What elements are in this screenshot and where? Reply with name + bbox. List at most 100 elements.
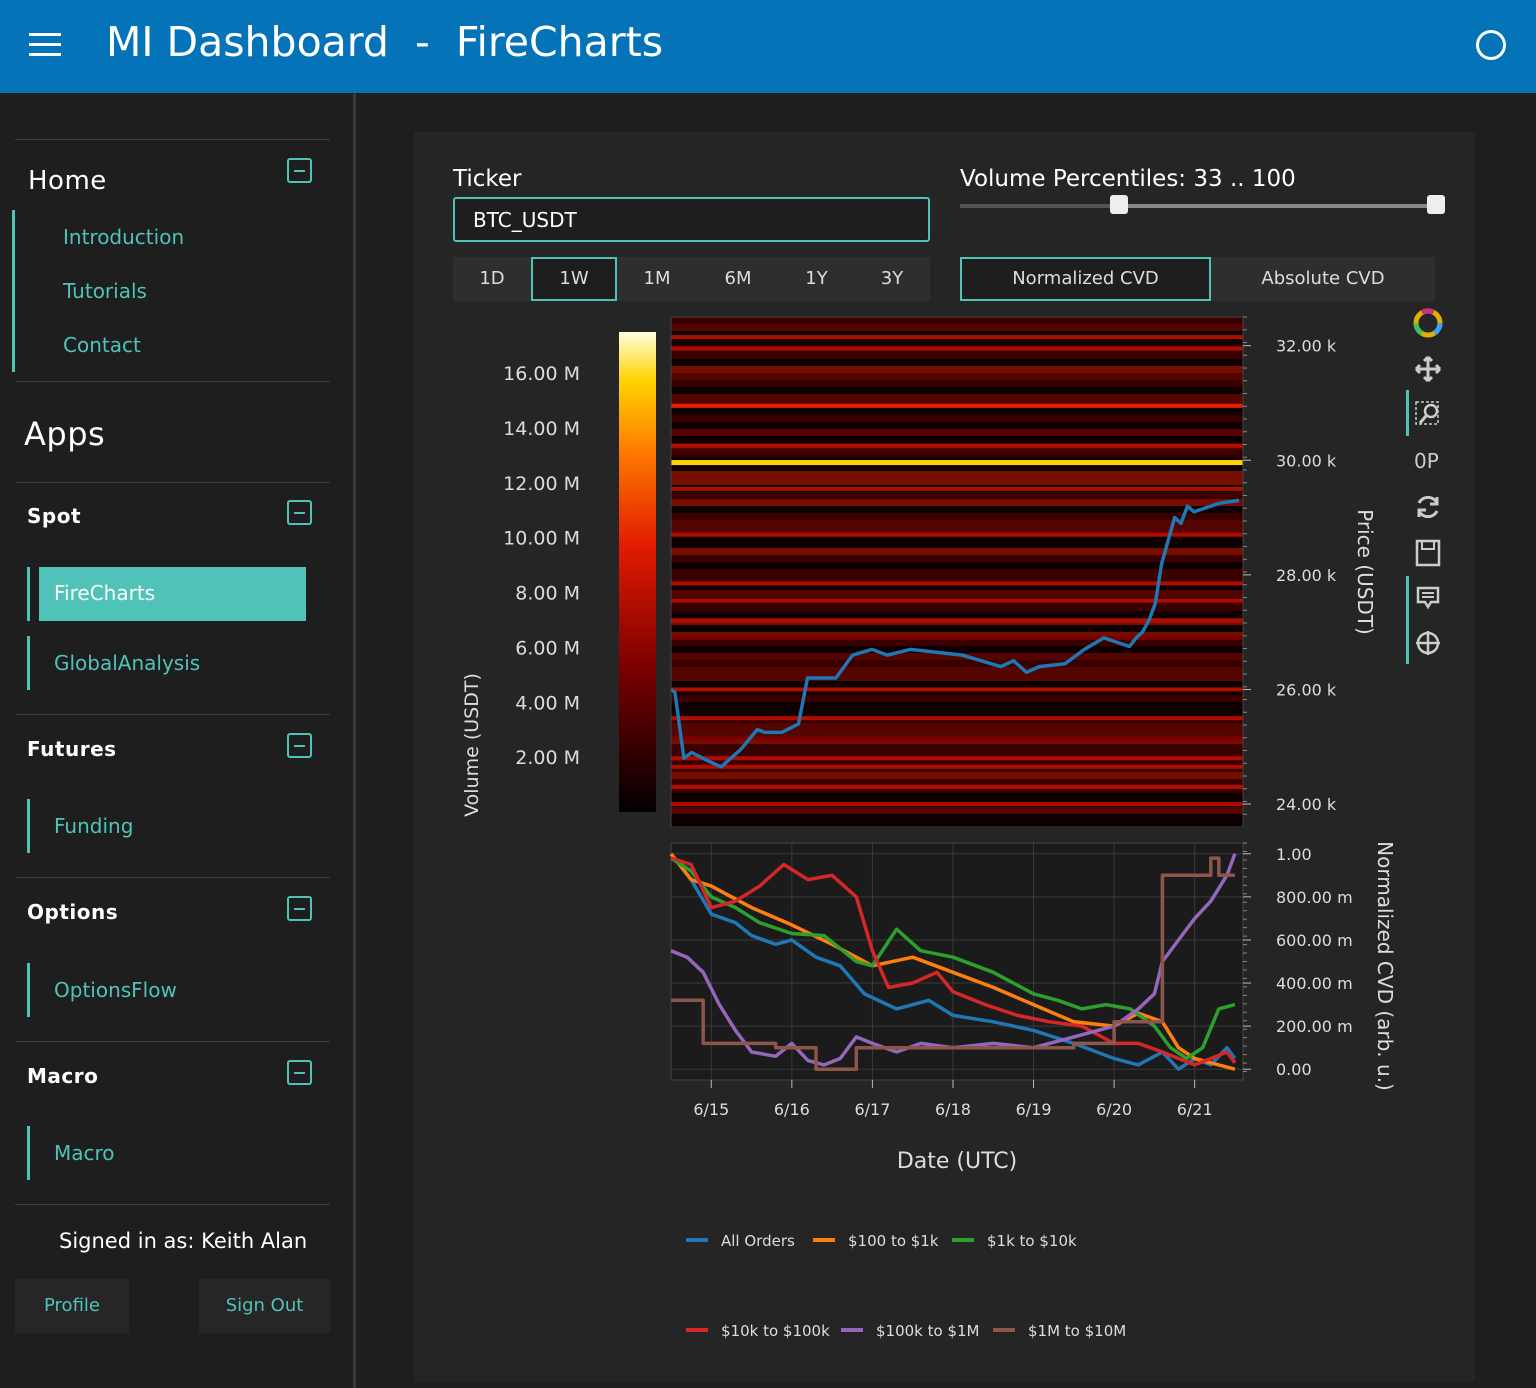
heatmap-texture-row	[671, 639, 1243, 646]
heatmap-texture-row	[671, 317, 1243, 324]
nav-firecharts[interactable]: FireCharts	[39, 567, 306, 621]
cvd-x-tick-label: 6/16	[774, 1100, 810, 1119]
heatmap-texture-row	[671, 786, 1243, 793]
heatmap-texture-row	[671, 744, 1243, 751]
heatmap-texture-row	[671, 695, 1243, 702]
cvd-y-tick-label: 600.00 m	[1276, 931, 1353, 950]
cvd-plot-area	[670, 842, 1244, 1081]
heatmap-texture-row	[671, 702, 1243, 709]
heatmap-texture-row	[671, 429, 1243, 436]
colorbar-tick-label: 8.00 M	[515, 583, 580, 605]
colorbar-tick-label: 2.00 M	[515, 747, 580, 769]
cvd-y-tick-label: 200.00 m	[1276, 1017, 1353, 1036]
heatmap-texture-row	[671, 450, 1243, 457]
futures-collapse-icon[interactable]	[287, 733, 312, 758]
price-tick-label: 26.00 k	[1276, 680, 1337, 699]
options-collapse-icon[interactable]	[287, 896, 312, 921]
nav-macro[interactable]: Macro	[54, 1141, 115, 1165]
nav-introduction[interactable]: Introduction	[63, 225, 185, 249]
heatmap-texture-row	[671, 709, 1243, 716]
nav-optionsflow[interactable]: OptionsFlow	[54, 978, 177, 1002]
nav-tutorials[interactable]: Tutorials	[63, 279, 147, 303]
modebar-group-indicator	[1406, 576, 1409, 664]
colorbar-tick-label: 12.00 M	[503, 473, 580, 495]
timeframe-1w[interactable]: 1W	[531, 257, 617, 301]
nav-indicator	[27, 1126, 30, 1180]
price-tick-label: 24.00 k	[1276, 795, 1337, 814]
heatmap-texture-row	[671, 807, 1243, 814]
absolute-cvd-button[interactable]: Absolute CVD	[1261, 268, 1385, 289]
heatmap-texture-row	[671, 583, 1243, 590]
spot-title[interactable]: Spot	[27, 504, 82, 528]
cvd-x-tick-label: 6/15	[693, 1100, 729, 1119]
home-title[interactable]: Home	[28, 166, 107, 196]
home-collapse-icon[interactable]	[287, 158, 312, 183]
price-line	[669, 498, 1240, 769]
heatmap-texture-row	[671, 758, 1243, 765]
timeframe-1d[interactable]: 1D	[479, 268, 505, 289]
colorbar-tick-label: 4.00 M	[515, 692, 580, 714]
macro-collapse-icon[interactable]	[287, 1060, 312, 1085]
compare-icon[interactable]: 0P	[1410, 442, 1446, 478]
heatmap-texture-row	[671, 534, 1243, 541]
heatmap-texture-row	[671, 660, 1243, 667]
price-tick-label: 32.00 k	[1276, 337, 1337, 356]
pan-icon[interactable]	[1410, 351, 1446, 387]
heatmap-band	[671, 618, 1243, 623]
heatmap-texture-row	[671, 667, 1243, 674]
heatmap-band	[671, 335, 1243, 340]
heatmap-band	[671, 581, 1243, 586]
heatmap-texture-row	[671, 737, 1243, 744]
price-axis-title: Price (USDT)	[1353, 509, 1377, 635]
plotly-logo-icon[interactable]	[1410, 305, 1446, 341]
crosshair-icon[interactable]	[1410, 625, 1446, 661]
timeframe-6m[interactable]: 6M	[724, 268, 752, 289]
cvd-y-tick-label: 1.00	[1276, 845, 1312, 864]
sidebar	[0, 93, 353, 1388]
spot-collapse-icon[interactable]	[287, 500, 312, 525]
heatmap-texture-row	[671, 541, 1243, 548]
sign-out-button[interactable]: Sign Out	[199, 1279, 330, 1333]
normalized-cvd-button[interactable]: Normalized CVD	[960, 257, 1211, 301]
profile-button[interactable]: Profile	[15, 1279, 129, 1333]
heatmap-band	[671, 346, 1243, 351]
futures-title[interactable]: Futures	[27, 737, 117, 761]
status-circle-icon[interactable]	[1476, 30, 1506, 60]
hover-icon[interactable]	[1410, 580, 1446, 616]
heatmap-texture-row	[671, 492, 1243, 499]
ticker-label: Ticker	[453, 166, 522, 192]
cvd-series-line	[670, 856, 1237, 1067]
ticker-input[interactable]	[453, 197, 930, 242]
heatmap-texture-row	[671, 562, 1243, 569]
volume-slider-min-handle[interactable]	[1110, 195, 1128, 214]
nav-globalanalysis[interactable]: GlobalAnalysis	[54, 651, 201, 675]
heatmap-texture-row	[671, 415, 1243, 422]
heatmap-texture-row	[671, 625, 1243, 632]
hamburger-menu-icon[interactable]	[29, 33, 61, 57]
heatmap-texture-row	[671, 324, 1243, 331]
options-title[interactable]: Options	[27, 900, 119, 924]
colorbar-tick-label: 14.00 M	[503, 418, 580, 440]
nav-funding[interactable]: Funding	[54, 814, 134, 838]
macro-title[interactable]: Macro	[27, 1064, 99, 1088]
nav-contact[interactable]: Contact	[63, 333, 141, 357]
timeframe-1y[interactable]: 1Y	[805, 268, 828, 289]
heatmap-texture-row	[671, 821, 1243, 828]
volume-slider-max-handle[interactable]	[1427, 195, 1445, 214]
heatmap-texture-row	[671, 520, 1243, 527]
save-icon[interactable]	[1410, 535, 1446, 571]
svg-text:0P: 0P	[1414, 449, 1439, 473]
reset-icon[interactable]	[1410, 489, 1446, 525]
nav-indicator	[27, 636, 30, 690]
timeframe-3y[interactable]: 3Y	[880, 268, 904, 289]
heatmap-band	[671, 736, 1243, 741]
zoom-icon[interactable]	[1410, 396, 1446, 432]
signed-in-text: Signed in as: Keith Alan	[59, 1229, 308, 1253]
heatmap-texture-row	[671, 779, 1243, 786]
nav-indicator	[27, 567, 30, 621]
heatmap-texture-row	[671, 611, 1243, 618]
timeframe-1m[interactable]: 1M	[643, 268, 671, 289]
app-title: MI Dashboard - FireCharts	[106, 18, 664, 66]
heatmap-band	[671, 443, 1243, 448]
